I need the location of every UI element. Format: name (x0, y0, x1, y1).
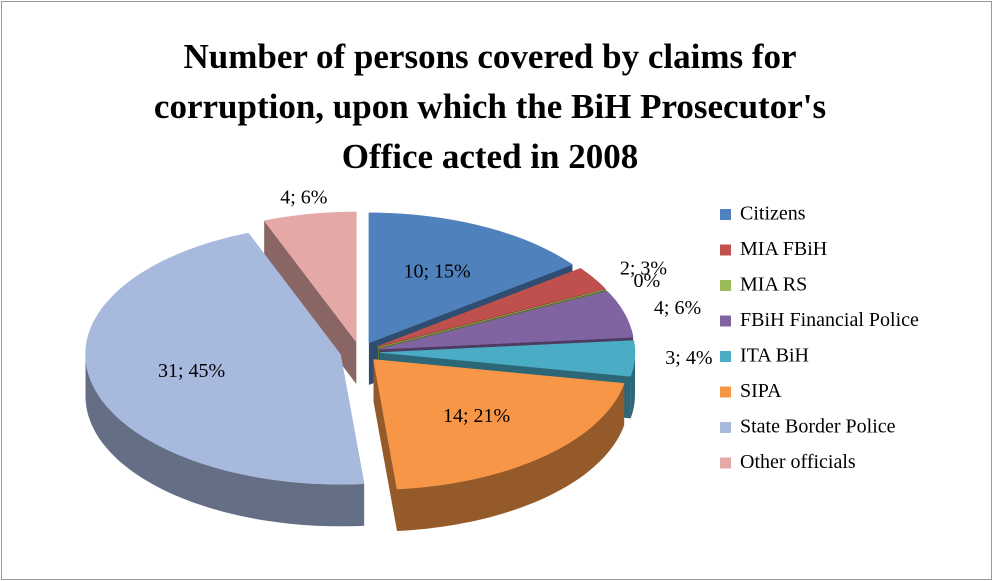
legend-swatch (720, 351, 731, 362)
legend-label: State Border Police (740, 416, 896, 438)
legend-label: FBiH Financial Police (740, 309, 919, 331)
data-label: 4; 6% (654, 297, 701, 319)
legend-label: Other officials (740, 451, 856, 473)
slice (263, 211, 357, 343)
slice (85, 232, 365, 485)
chart-title: Number of persons covered by claims for … (153, 37, 827, 176)
data-label: 31; 45% (158, 360, 225, 382)
slice (379, 291, 634, 350)
slice-wall (373, 359, 397, 531)
legend-label: MIA FBiH (740, 238, 827, 260)
data-label: 2; 3% (620, 258, 667, 280)
legend-label: SIPA (740, 380, 782, 402)
slice (376, 268, 606, 347)
legend-swatch (720, 209, 731, 220)
data-label: 3; 4% (665, 347, 712, 369)
slice-side (85, 354, 365, 527)
slice (368, 212, 573, 344)
legend-swatch (720, 315, 731, 327)
slice (373, 359, 625, 490)
data-label: 14; 21% (443, 405, 510, 427)
slice (379, 340, 636, 377)
legend-label: Citizens (740, 203, 806, 225)
legend-swatch (720, 422, 731, 433)
legend-swatch (720, 280, 731, 291)
slice-wall (264, 220, 357, 384)
data-label: 10; 15% (404, 261, 471, 283)
legend-label: ITA BiH (740, 345, 809, 367)
data-label: 4; 6% (280, 186, 327, 208)
legend-swatch (720, 457, 731, 469)
data-label: 0% (634, 270, 661, 292)
legend-label: MIA RS (740, 274, 807, 296)
legend-swatch (720, 244, 731, 256)
slice-side (630, 352, 635, 419)
slice (377, 289, 607, 348)
legend-swatch (720, 386, 731, 398)
slice-side (397, 383, 625, 531)
